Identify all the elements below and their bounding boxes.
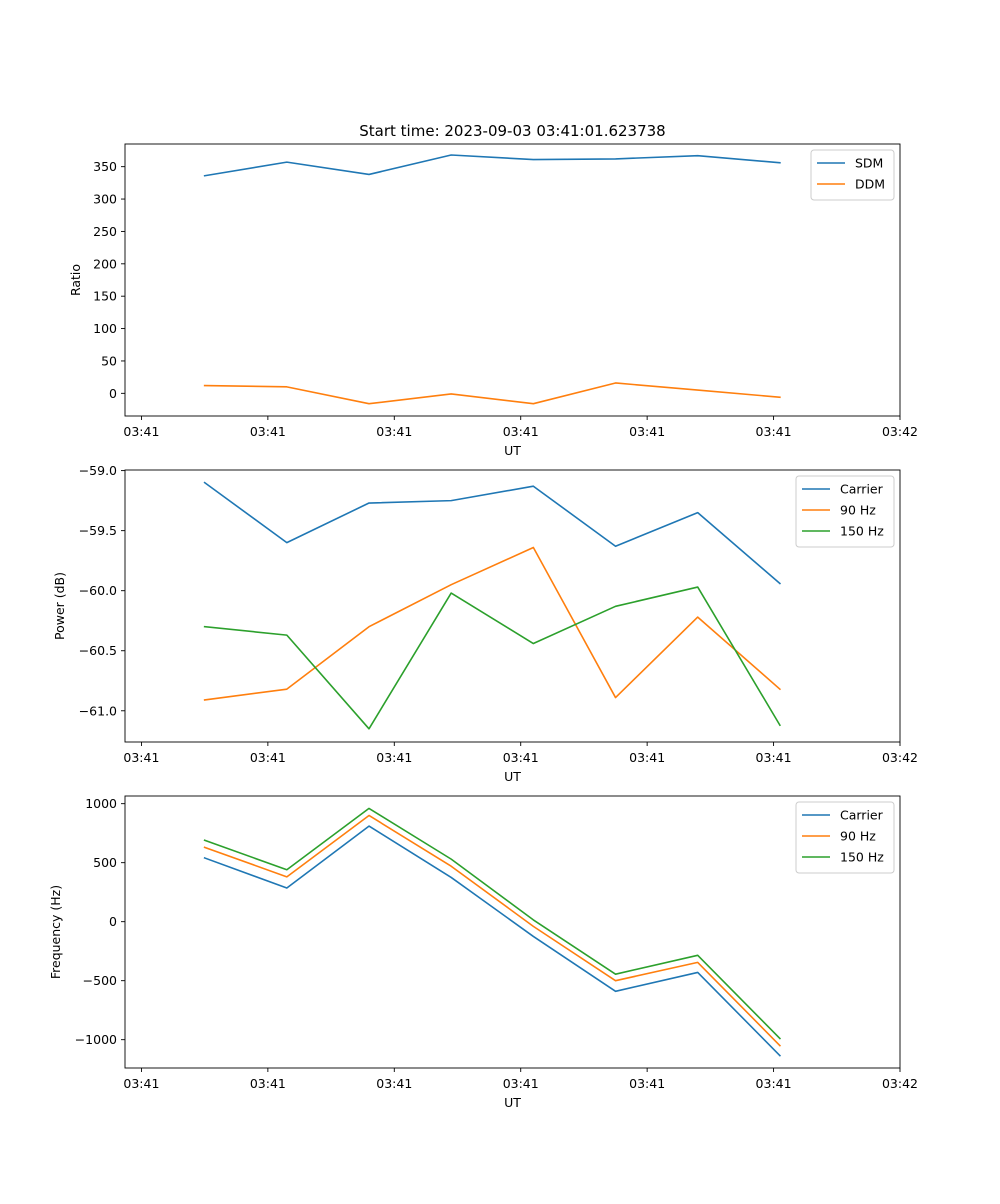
legend-label: Carrier <box>840 808 884 823</box>
y-tick-label: −60.0 <box>79 583 117 598</box>
y-tick-label: 350 <box>93 159 117 174</box>
legend-label: Carrier <box>840 482 884 497</box>
x-tick-label: 03:41 <box>756 424 792 439</box>
y-tick-label: 50 <box>101 353 117 368</box>
series-line-carrier <box>203 825 782 1057</box>
x-tick-label: 03:42 <box>882 750 918 765</box>
y-tick-label: 300 <box>93 192 117 207</box>
legend-box <box>795 475 895 548</box>
y-tick-label: −59.0 <box>79 463 117 478</box>
series-line-150-hz <box>203 807 782 1040</box>
series-line-90-hz <box>203 546 782 701</box>
series-line-ddm <box>203 382 781 405</box>
x-tick-label: 03:41 <box>503 750 539 765</box>
legend-box <box>795 801 895 874</box>
y-tick-label: 250 <box>93 224 117 239</box>
y-tick-label: 0 <box>109 386 117 401</box>
x-tick-label: 03:42 <box>882 1076 918 1091</box>
y-axis-label: Frequency (Hz) <box>48 885 63 979</box>
frequency-panel: 03:41 03:41 03:41 03:41 03:41 03:41 03:42 1000 5… <box>48 795 918 1110</box>
legend: Carrier 90 Hz 150 Hz <box>795 475 895 548</box>
y-tick-label: −1000 <box>75 1032 117 1047</box>
x-tick-label: 03:41 <box>376 750 412 765</box>
y-tick-label: −60.5 <box>79 643 117 658</box>
power-panel: 03:41 03:41 03:41 03:41 03:41 03:41 03:42 −59.0… <box>52 463 918 784</box>
x-tick-label: 03:41 <box>250 1076 286 1091</box>
x-axis-label: UT <box>504 443 521 458</box>
y-tick-label: 500 <box>93 855 117 870</box>
legend-label: DDM <box>855 177 885 192</box>
legend-label: 90 Hz <box>840 829 876 844</box>
legend-label: 150 Hz <box>840 850 884 865</box>
y-tick-label: 150 <box>93 289 117 304</box>
legend-label: 150 Hz <box>840 524 884 539</box>
y-axis-label: Power (dB) <box>52 572 67 640</box>
x-axis-label: UT <box>504 1095 521 1110</box>
legend-label: 90 Hz <box>840 503 876 518</box>
series-line-sdm <box>203 154 781 177</box>
x-axis-label: UT <box>504 769 521 784</box>
x-tick-label: 03:41 <box>123 1076 159 1091</box>
series-line-150-hz <box>203 586 781 730</box>
y-tick-label: 200 <box>93 256 117 271</box>
x-tick-label: 03:41 <box>123 424 159 439</box>
legend-label: SDM <box>855 156 883 171</box>
y-tick-label: 1000 <box>85 796 117 811</box>
x-tick-label: 03:41 <box>376 424 412 439</box>
axes-frame <box>124 143 901 417</box>
series-line-90-hz <box>203 814 782 1047</box>
ratio-panel: 03:41 03:41 03:41 03:41 03:41 03:41 03:42 0 50 10… <box>68 143 918 458</box>
x-tick-label: 03:41 <box>629 750 665 765</box>
axes-frame <box>124 795 901 1069</box>
x-tick-label: 03:41 <box>123 750 159 765</box>
x-tick-label: 03:41 <box>629 424 665 439</box>
y-tick-label: −500 <box>83 973 117 988</box>
x-tick-label: 03:41 <box>250 750 286 765</box>
x-tick-label: 03:41 <box>756 750 792 765</box>
chart-panels: 03:41 03:41 03:41 03:41 03:41 03:41 03:42 0 50 10… <box>48 143 918 1110</box>
legend: SDM DDM <box>810 149 895 201</box>
x-tick-label: 03:41 <box>756 1076 792 1091</box>
x-tick-label: 03:41 <box>503 1076 539 1091</box>
legend: Carrier 90 Hz 150 Hz <box>795 801 895 874</box>
axes-frame <box>124 469 901 743</box>
chart-title: Start time: 2023-09-03 03:41:01.623738 <box>359 122 665 140</box>
x-tick-label: 03:41 <box>629 1076 665 1091</box>
x-tick-label: 03:42 <box>882 424 918 439</box>
x-tick-label: 03:41 <box>376 1076 412 1091</box>
x-tick-label: 03:41 <box>503 424 539 439</box>
y-tick-label: 0 <box>109 914 117 929</box>
y-tick-label: 100 <box>93 321 117 336</box>
y-axis-label: Ratio <box>68 264 83 296</box>
y-tick-label: −59.5 <box>79 523 117 538</box>
y-tick-label: −61.0 <box>79 703 117 718</box>
series-line-carrier <box>203 481 782 585</box>
x-tick-label: 03:41 <box>250 424 286 439</box>
